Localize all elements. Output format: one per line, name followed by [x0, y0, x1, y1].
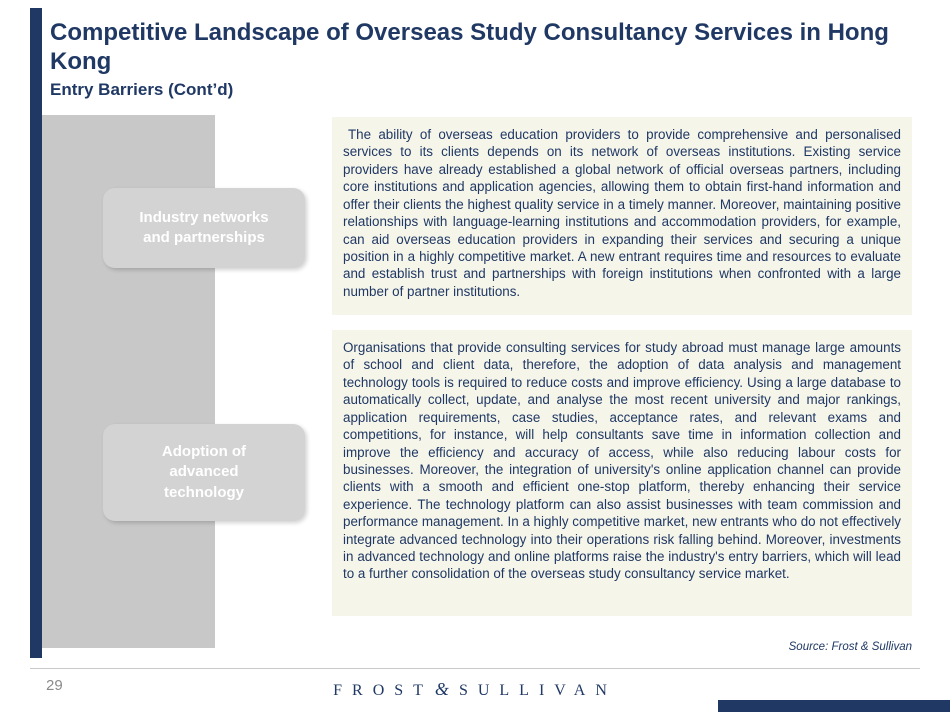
barrier-text-block-industry-networks: The ability of overseas education provid… — [332, 117, 912, 315]
barrier-box-industry-networks: Industry networks and partnerships — [103, 188, 305, 268]
logo-word-sullivan: SULLIVAN — [458, 682, 617, 699]
source-note: Source: Frost & Sullivan — [788, 641, 912, 653]
page-subtitle: Entry Barriers (Cont’d) — [50, 79, 234, 99]
barrier-paragraph-industry-networks: The ability of overseas education provid… — [343, 127, 901, 299]
slide-header: Competitive Landscape of Overseas Study … — [50, 18, 930, 100]
barrier-box-advanced-technology: Adoption of advanced technology — [103, 424, 305, 521]
barrier-paragraph-advanced-technology: Organisations that provide consulting se… — [343, 340, 901, 582]
logo-word-frost: FROST — [333, 682, 433, 699]
bottom-accent-bar — [718, 700, 950, 712]
barrier-text-block-advanced-technology: Organisations that provide consulting se… — [332, 330, 912, 616]
barrier-label-advanced-technology: Adoption of advanced technology — [161, 443, 247, 501]
left-accent-bar — [30, 8, 42, 658]
barrier-label-industry-networks: Industry networks and partnerships — [139, 208, 269, 246]
page-number: 29 — [46, 677, 63, 694]
frost-sullivan-logo: FROST & SULLIVAN — [0, 679, 950, 700]
page-title: Competitive Landscape of Overseas Study … — [50, 19, 889, 76]
logo-ampersand: & — [434, 679, 449, 699]
footer-divider — [30, 668, 920, 669]
